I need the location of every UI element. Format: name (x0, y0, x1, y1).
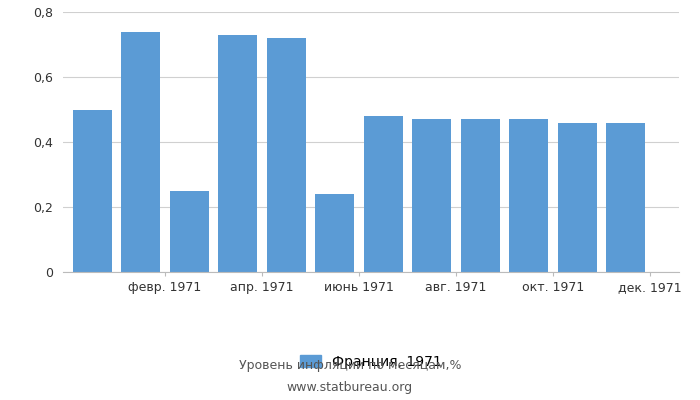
Bar (169, 191, 209, 272)
Bar (412, 119, 451, 272)
Text: www.statbureau.org: www.statbureau.org (287, 382, 413, 394)
Bar (121, 32, 160, 272)
Bar (509, 119, 548, 272)
Bar (364, 116, 402, 272)
Bar (461, 119, 500, 272)
Bar (315, 194, 354, 272)
Bar (606, 122, 645, 272)
Text: Уровень инфляции по месяцам,%: Уровень инфляции по месяцам,% (239, 360, 461, 372)
Bar (267, 38, 305, 272)
Bar (73, 110, 111, 272)
Legend: Франция, 1971: Франция, 1971 (295, 349, 447, 374)
Bar (558, 122, 596, 272)
Bar (218, 35, 257, 272)
